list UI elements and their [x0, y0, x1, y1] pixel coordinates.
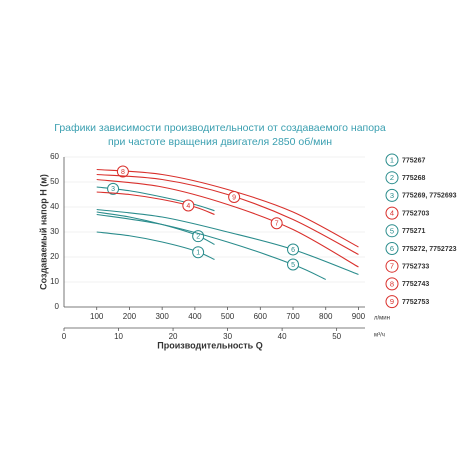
x-tick-label: 400 [188, 312, 202, 321]
curve-badge-label: 1 [196, 250, 200, 257]
curve-badge-label: 8 [121, 169, 125, 176]
curve-badge-label: 4 [186, 203, 190, 210]
chart-title: Графики зависимости производительности о… [54, 122, 386, 134]
x2-tick-label: 20 [169, 332, 178, 341]
curve-badge-label: 7 [275, 221, 279, 228]
y-axis-label: Создаваемый напор H (м) [38, 174, 48, 290]
x2-tick-label: 10 [114, 332, 123, 341]
y-tick-label: 30 [50, 227, 59, 236]
legend-badge-label: 6 [390, 244, 394, 253]
curve-badge [287, 243, 300, 256]
legend-label: 7752753 [402, 299, 429, 306]
x2-unit: м³/ч [374, 333, 385, 339]
curve-badge-label: 9 [232, 194, 236, 201]
legend-label: 775267 [402, 157, 425, 164]
y-tick-label: 10 [50, 277, 59, 286]
x-tick-label: 200 [123, 312, 137, 321]
curve [96, 173, 359, 255]
legend-badge [385, 224, 399, 238]
legend-badge [385, 295, 399, 309]
y-tick-label: 60 [50, 152, 59, 161]
curve-badge-label: 5 [291, 262, 295, 269]
legend-badge [385, 171, 399, 185]
legend-badge-label: 3 [390, 191, 394, 200]
legend-badge-label: 7 [390, 262, 394, 271]
curve-badge [270, 217, 283, 230]
x-axis-label: Производительность Q [157, 340, 262, 350]
x2-tick-label: 40 [278, 332, 287, 341]
x-tick-label: 700 [286, 312, 300, 321]
legend-badge [385, 277, 399, 291]
curve-badge [228, 191, 241, 203]
x-tick-label: 900 [352, 312, 366, 321]
legend-label: 7752743 [402, 281, 429, 288]
x-tick-label: 100 [90, 312, 104, 321]
legend-badge [385, 242, 399, 255]
x-unit: л/мин [374, 316, 390, 322]
legend-label: 775271 [402, 228, 425, 235]
legend-badge-label: 2 [390, 173, 394, 182]
legend-badge [385, 259, 399, 273]
x2-tick-label: 30 [223, 332, 232, 341]
curve [96, 213, 326, 280]
legend-label: 775268 [402, 175, 425, 182]
x2-tick-label: 0 [62, 332, 67, 341]
curve-badge-label: 6 [291, 247, 295, 254]
x2-tick-label: 50 [332, 332, 341, 341]
x-tick-label: 800 [319, 312, 333, 321]
y-tick-label: 0 [55, 302, 60, 311]
legend-badge-label: 5 [390, 226, 394, 235]
curve-badge-label: 2 [196, 234, 200, 241]
legend-badge-label: 1 [390, 155, 394, 164]
curve-badge [182, 199, 195, 212]
chart-subtitle: при частоте вращения двигателя 2850 об/м… [108, 136, 332, 148]
x-tick-label: 300 [155, 312, 169, 321]
curve-badge [287, 258, 300, 271]
legend-label: 775272, 7752723 [402, 246, 457, 253]
legend-label: 7752733 [402, 264, 429, 271]
legend-badge-label: 4 [390, 209, 394, 218]
curve-badge [116, 165, 129, 178]
curve [96, 208, 359, 276]
legend-badge-label: 9 [390, 297, 394, 306]
legend-badge [385, 188, 399, 202]
legend-badge [385, 206, 399, 220]
legend-label: 775269, 7752693 [402, 193, 457, 200]
curve [96, 168, 359, 248]
y-tick-label: 20 [50, 252, 59, 261]
y-tick-label: 50 [50, 177, 59, 186]
curve [96, 178, 359, 268]
curve-badge [192, 230, 205, 243]
legend-badge [385, 153, 399, 167]
curve-badge [107, 182, 120, 195]
y-tick-label: 40 [50, 202, 59, 211]
curve-badge-label: 3 [111, 186, 115, 193]
legend-badge-label: 8 [390, 279, 394, 288]
curve-badge [192, 246, 205, 259]
curve [96, 191, 215, 216]
legend-label: 7752703 [402, 210, 429, 217]
x-tick-label: 600 [254, 312, 268, 321]
x-tick-label: 500 [221, 312, 235, 321]
